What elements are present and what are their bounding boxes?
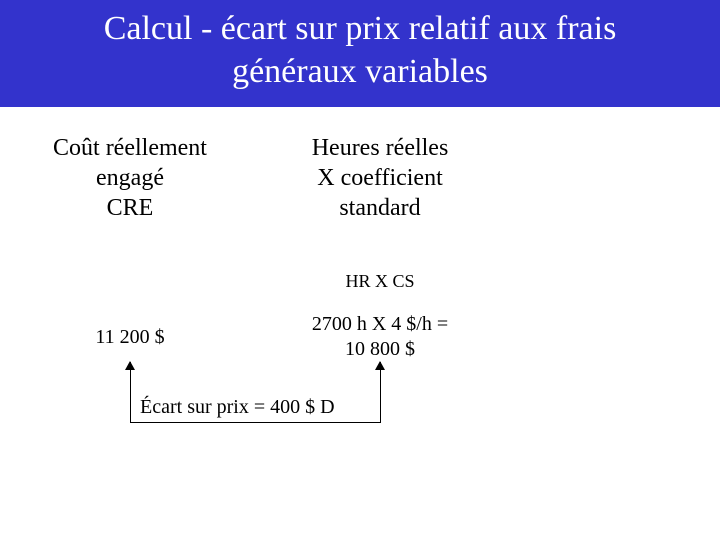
formula-mid: HR X CS — [260, 271, 500, 292]
col-mid-line3: standard — [339, 195, 420, 221]
bracket-right-vertical — [380, 362, 381, 422]
title-bar: Calcul - écart sur prix relatif aux frai… — [0, 0, 720, 107]
bracket-horizontal — [130, 422, 381, 423]
col-left-line2: engagé — [96, 165, 164, 191]
bracket-right-arrow — [375, 361, 385, 370]
col-mid-line1: Heures réelles — [312, 135, 449, 161]
value-mid-line1: 2700 h X 4 $/h = — [312, 313, 448, 335]
value-mid: 2700 h X 4 $/h = 10 800 $ — [260, 312, 500, 362]
bracket-left-vertical — [130, 362, 131, 422]
value-left: 11 200 $ — [0, 326, 260, 349]
value-mid-line2: 10 800 $ — [345, 338, 415, 360]
title-line-2: généraux variables — [232, 53, 488, 90]
col-left-line3: CRE — [107, 195, 154, 221]
result-label: Écart sur prix = 400 $ D — [140, 396, 335, 419]
slide-title: Calcul - écart sur prix relatif aux frai… — [20, 8, 700, 93]
col-left-line1: Coût réellement — [53, 135, 207, 161]
formula-row: HR X CS — [0, 271, 720, 292]
col-mid-line2: X coefficient — [317, 165, 443, 191]
title-line-1: Calcul - écart sur prix relatif aux frai… — [104, 10, 617, 47]
bracket-left-arrow — [125, 361, 135, 370]
bracket-diagram: Écart sur prix = 400 $ D — [0, 362, 720, 452]
col-left: Coût réellement engagé CRE — [0, 133, 260, 223]
col-mid: Heures réelles X coefficient standard — [260, 133, 500, 223]
values-row: 11 200 $ 2700 h X 4 $/h = 10 800 $ — [0, 312, 720, 362]
column-headers: Coût réellement engagé CRE Heures réelle… — [0, 133, 720, 223]
